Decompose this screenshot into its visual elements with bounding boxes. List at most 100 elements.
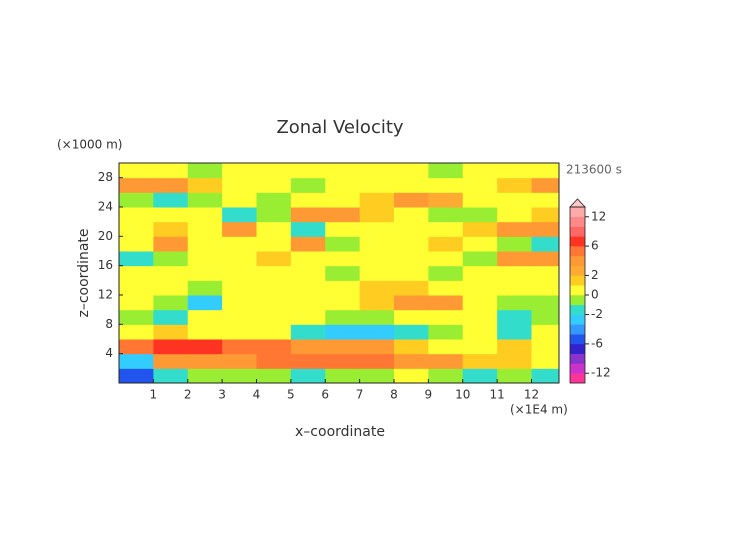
field-cell	[497, 265, 532, 281]
field-cell	[256, 207, 292, 223]
y-tick-label: 8	[105, 317, 113, 331]
field-cell	[462, 368, 498, 383]
field-cell	[290, 265, 326, 281]
colorbar-tick-label: 2	[591, 268, 599, 282]
field-cell	[187, 207, 223, 223]
field-cell	[119, 324, 154, 340]
field-cell	[153, 207, 189, 223]
field-cell	[359, 368, 395, 383]
field-cell	[359, 353, 395, 369]
field-cell	[325, 192, 361, 208]
field-cell	[497, 368, 532, 383]
field-cell	[359, 265, 395, 281]
field-cell	[497, 236, 532, 252]
field-cell	[462, 163, 498, 179]
field-cell	[119, 339, 154, 355]
field-cell	[187, 295, 223, 311]
field-cell	[428, 295, 464, 311]
field-cell	[187, 353, 223, 369]
field-cell	[119, 353, 154, 369]
colorbar-box	[570, 334, 585, 345]
field-cell	[119, 265, 154, 281]
field-cell	[153, 324, 189, 340]
field-cell	[222, 280, 257, 296]
field-cell	[187, 221, 223, 237]
field-cell	[256, 163, 292, 179]
field-cell	[256, 324, 292, 340]
colorbar-box	[570, 314, 585, 325]
field-cell	[187, 236, 223, 252]
field-cell	[290, 192, 326, 208]
field-cell	[428, 163, 464, 179]
field-cell	[222, 309, 257, 325]
x-tick-label: 5	[287, 388, 295, 402]
field-cell	[222, 295, 257, 311]
field-cell	[359, 339, 395, 355]
field-cell	[359, 251, 395, 267]
field-cell	[359, 295, 395, 311]
colorbar-box	[570, 373, 585, 384]
field-cell	[325, 177, 361, 193]
y-tick-label: 4	[105, 346, 113, 360]
field-cell	[394, 163, 429, 179]
field-cell	[394, 368, 429, 383]
field-cell	[325, 163, 361, 179]
chart-title: Zonal Velocity	[276, 117, 403, 138]
colorbar-box	[570, 265, 585, 276]
field-cell	[531, 353, 559, 369]
field-cell	[497, 280, 532, 296]
field-cell	[531, 177, 559, 193]
field-cell	[394, 324, 429, 340]
colorbar-box	[570, 353, 585, 364]
x-unit: (×1E4 m)	[510, 403, 568, 417]
field-cell	[428, 236, 464, 252]
colorbar-over	[569, 198, 586, 208]
field-cell	[222, 324, 257, 340]
field-cell	[428, 221, 464, 237]
field-cell	[256, 221, 292, 237]
field-cell	[153, 251, 189, 267]
field-cell	[325, 251, 361, 267]
field-cell	[394, 280, 429, 296]
x-tick-label: 4	[253, 388, 261, 402]
colorbar-box	[570, 285, 585, 296]
field-cell	[325, 280, 361, 296]
field-cell	[325, 295, 361, 311]
x-tick-label: 11	[489, 388, 504, 402]
field-cell	[187, 163, 223, 179]
field-cell	[497, 339, 532, 355]
colorbar-box	[570, 255, 585, 266]
field-cell	[462, 207, 498, 223]
x-tick-label: 2	[184, 388, 192, 402]
field-cell	[222, 192, 257, 208]
colorbar-tick-label: 6	[591, 239, 599, 253]
field-cell	[428, 353, 464, 369]
field-cell	[187, 177, 223, 193]
field-cell	[531, 295, 559, 311]
field-cell	[222, 177, 257, 193]
plot-frame	[118, 162, 560, 384]
x-tick-label: 8	[390, 388, 398, 402]
field-cell	[153, 163, 189, 179]
field-cell	[462, 324, 498, 340]
field-cell	[359, 309, 395, 325]
field-cell	[325, 368, 361, 383]
field-cell	[428, 324, 464, 340]
field-cell	[153, 368, 189, 383]
field-cell	[531, 207, 559, 223]
field-cell	[187, 251, 223, 267]
field-cell	[531, 265, 559, 281]
field-cell	[325, 207, 361, 223]
y-unit: (×1000 m)	[57, 138, 122, 152]
field-cell	[119, 295, 154, 311]
y-tick-label: 16	[98, 258, 113, 272]
field-cell	[153, 339, 189, 355]
field-cell	[256, 265, 292, 281]
field-cell	[187, 368, 223, 383]
colorbar-box	[570, 236, 585, 247]
field-cell	[222, 368, 257, 383]
field-cell	[325, 221, 361, 237]
field-cell	[462, 309, 498, 325]
field-cell	[462, 295, 498, 311]
